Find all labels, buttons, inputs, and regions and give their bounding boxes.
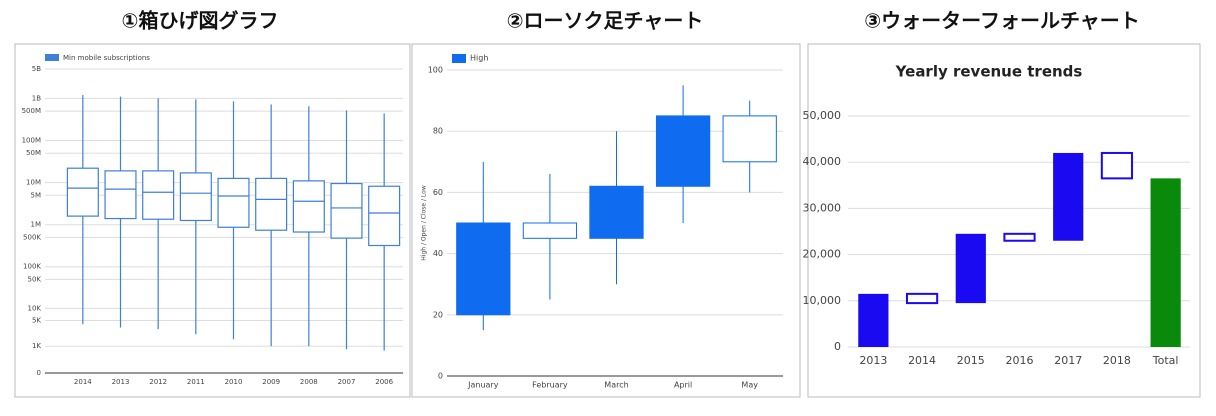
y-tick-label: 0 — [438, 372, 443, 381]
y-tick-label: 20,000 — [803, 248, 842, 261]
x-tick-label: April — [674, 381, 692, 390]
bar — [955, 233, 986, 304]
y-tick-label: 5B — [32, 65, 41, 73]
bar — [1100, 151, 1134, 180]
y-tick-label: 500K — [23, 233, 41, 241]
y-tick-label: 0 — [37, 369, 41, 377]
x-tick-label: 2017 — [1054, 354, 1082, 367]
x-tick-label: 2006 — [375, 378, 393, 386]
y-axis-label: High / Open / Close / Low — [421, 185, 428, 261]
x-tick-label: 2007 — [338, 378, 356, 386]
x-tick-label: 2018 — [1103, 354, 1131, 367]
x-tick-label: 2013 — [859, 354, 887, 367]
bar — [858, 293, 889, 347]
x-tick-label: Total — [1152, 354, 1179, 367]
y-tick-label: 5K — [32, 317, 41, 325]
y-tick-label: 0 — [834, 340, 841, 353]
y-tick-label: 20 — [433, 310, 443, 319]
candle-body — [722, 115, 777, 163]
y-tick-label: 50K — [28, 275, 42, 283]
panel-heading: ③ウォーターフォールチャート — [864, 9, 1140, 33]
y-tick-label: 30,000 — [803, 201, 842, 214]
bar — [1150, 178, 1181, 347]
box — [330, 182, 363, 239]
y-tick-label: 80 — [433, 127, 443, 136]
bar — [1053, 152, 1084, 241]
y-tick-label: 40 — [433, 249, 443, 258]
x-tick-label: 2014 — [908, 354, 936, 367]
y-tick-label: 100 — [428, 66, 443, 75]
y-tick-label: 60 — [433, 188, 443, 197]
x-tick-label: February — [532, 381, 568, 390]
x-tick-label: 2015 — [957, 354, 985, 367]
y-tick-label: 50,000 — [803, 109, 842, 122]
box — [217, 177, 250, 228]
x-tick-label: January — [467, 381, 499, 390]
y-tick-label: 1M — [31, 221, 42, 229]
x-tick-label: 2009 — [262, 378, 280, 386]
chart-title: Yearly revenue trends — [895, 63, 1083, 81]
x-tick-label: 2008 — [300, 378, 318, 386]
legend-label: Min mobile subscriptions — [63, 54, 150, 62]
x-tick-label: 2011 — [187, 378, 205, 386]
y-tick-label: 40,000 — [803, 155, 842, 168]
box — [255, 177, 288, 231]
y-tick-label: 100K — [23, 263, 41, 271]
y-tick-label: 500M — [22, 107, 41, 115]
y-tick-label: 1K — [32, 342, 41, 350]
y-tick-label: 5M — [31, 191, 42, 199]
bar — [905, 292, 939, 305]
x-tick-label: May — [741, 381, 758, 390]
x-tick-label: March — [604, 381, 628, 390]
y-tick-label: 10M — [26, 179, 41, 187]
box — [142, 170, 175, 220]
legend-swatch — [45, 54, 59, 61]
bar — [1003, 232, 1036, 242]
candle-body — [522, 222, 578, 239]
y-tick-label: 10K — [28, 304, 42, 312]
x-tick-label: 2010 — [225, 378, 243, 386]
x-tick-label: 2013 — [112, 378, 130, 386]
box — [66, 167, 99, 217]
box — [292, 180, 325, 233]
x-tick-label: 2016 — [1006, 354, 1034, 367]
box — [179, 172, 212, 222]
legend-swatch — [452, 54, 466, 63]
x-tick-label: 2014 — [74, 378, 92, 386]
candle-body — [456, 222, 511, 316]
box — [368, 185, 401, 247]
panel-heading: ②ローソク足チャート — [507, 9, 704, 33]
y-tick-label: 1B — [32, 94, 41, 102]
y-tick-label: 100M — [22, 137, 41, 145]
x-tick-label: 2012 — [149, 378, 167, 386]
y-tick-label: 10,000 — [803, 294, 842, 307]
y-tick-label: 50M — [26, 149, 41, 157]
box — [104, 170, 137, 220]
legend-label: High — [470, 54, 488, 63]
candle-body — [655, 115, 711, 187]
candle-body — [589, 185, 644, 239]
panel-heading: ①箱ひげ図グラフ — [122, 9, 279, 33]
